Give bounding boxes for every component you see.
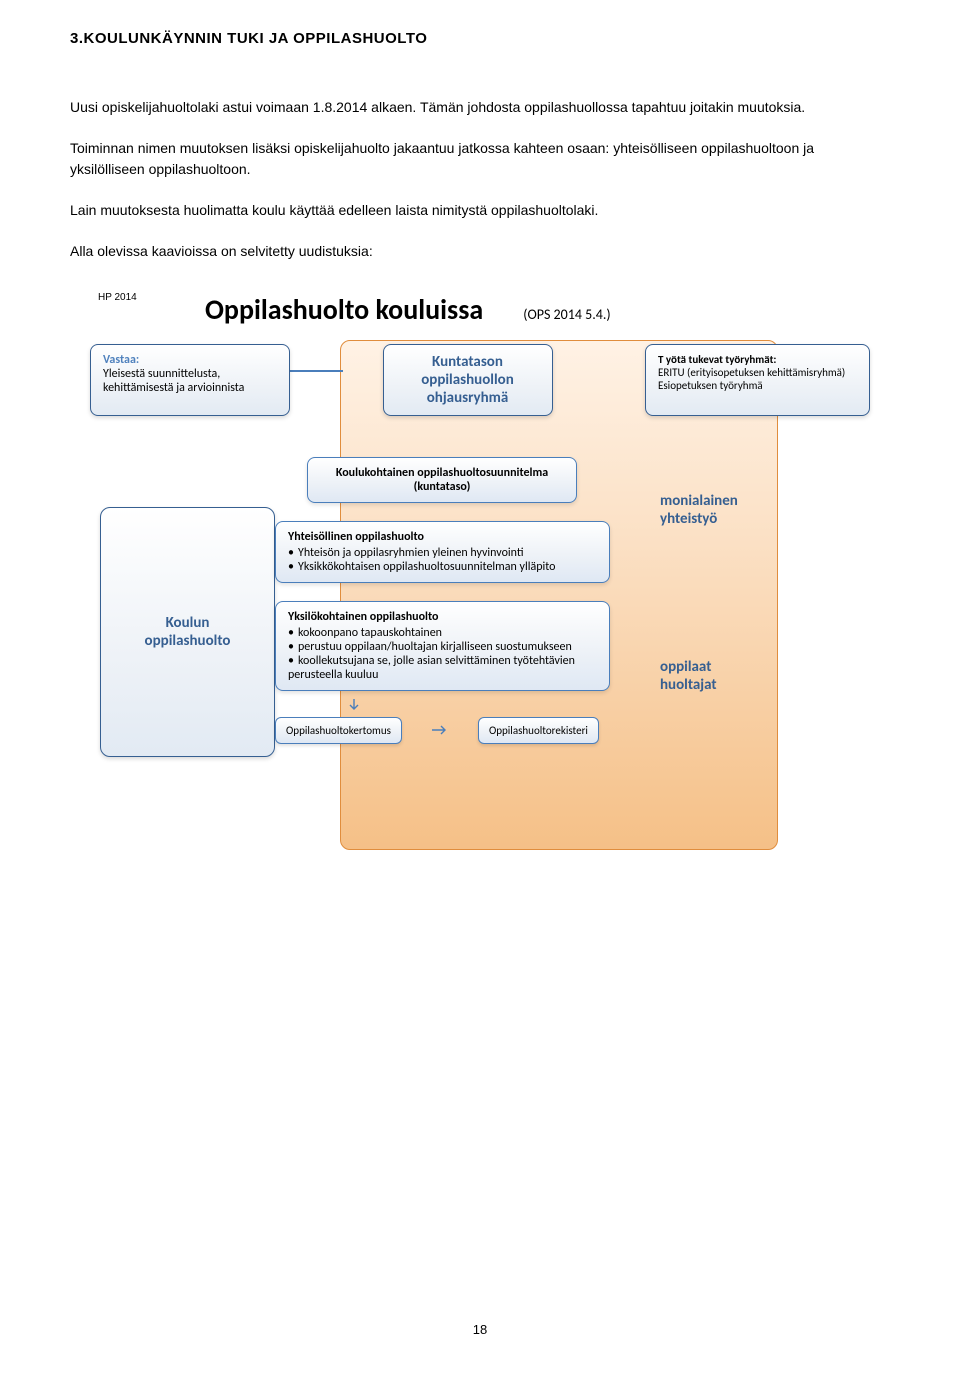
label-huoltajat: huoltajat — [660, 676, 738, 694]
label-yhteistyo: yhteistyö — [660, 510, 738, 528]
yhteisollinen-b1: Yhteisön ja oppilasryhmien yleinen hyvin… — [288, 546, 597, 560]
paragraph: Toiminnan nimen muutoksen lisäksi opiske… — [70, 138, 890, 180]
vastaa-node: Vastaa: Yleisestä suunnittelusta, kehitt… — [90, 344, 290, 416]
kuntataso-l2: oppilashuollon — [396, 371, 540, 389]
oppilaat-group: oppilaat huoltajat — [660, 658, 738, 694]
hp-tag: HP 2014 — [98, 292, 137, 303]
right-arrow-icon — [432, 723, 448, 735]
page-number: 18 — [70, 1322, 890, 1337]
kuntataso-l3: ohjausryhmä — [396, 389, 540, 407]
tyota-l2: Esiopetuksen työryhmä — [658, 379, 857, 392]
yksilokohtainen-node: Yksilökohtainen oppilashuolto kokoonpano… — [275, 601, 610, 691]
section-title: 3.KOULUNKÄYNNIN TUKI JA OPPILASHUOLTO — [70, 30, 890, 47]
koulukohtainen-l1: Koulukohtainen oppilashuoltosuunnitelma — [320, 466, 564, 480]
diagram-title-row: Oppilashuolto kouluissa (OPS 2014 5.4.) — [205, 292, 611, 327]
tyota-node: T yötä tukevat työryhmät: ERITU (erityis… — [645, 344, 870, 416]
tyota-label: T yötä tukevat työryhmät: — [658, 353, 857, 366]
kertomus-node: Oppilashuoltokertomus — [275, 717, 402, 744]
diagram: HP 2014 Oppilashuolto kouluissa (OPS 201… — [70, 292, 890, 932]
yksilokohtainen-head: Yksilökohtainen oppilashuolto — [288, 610, 597, 624]
vastaa-label: Vastaa: — [103, 353, 277, 367]
yksilokohtainen-b3: koollekutsujana se, jolle asian selvittä… — [288, 654, 597, 682]
kuntataso-node: Kuntatason oppilashuollon ohjausryhmä — [383, 344, 553, 416]
rekisteri-node: Oppilashuoltorekisteri — [478, 717, 599, 744]
paragraph: Alla olevissa kaavioissa on selvitetty u… — [70, 241, 890, 262]
yhteisollinen-head: Yhteisöllinen oppilashuolto — [288, 530, 597, 544]
koulun-node: Koulun oppilashuolto — [100, 507, 275, 757]
bottom-row: Oppilashuoltokertomus Oppilashuoltorekis… — [275, 717, 610, 744]
koulun-l2: oppilashuolto — [145, 632, 231, 650]
yhteisollinen-b2: Yksikkökohtaisen oppilashuoltosuunnitelm… — [288, 560, 597, 574]
diagram-title: Oppilashuolto kouluissa — [205, 292, 483, 327]
monialainen-group: monialainen yhteistyö — [660, 492, 738, 528]
down-arrow-icon — [347, 699, 361, 713]
inner-column: Koulukohtainen oppilashuoltosuunnitelma … — [275, 457, 610, 744]
koulukohtainen-node: Koulukohtainen oppilashuoltosuunnitelma … — [307, 457, 577, 503]
kuntataso-l1: Kuntatason — [396, 353, 540, 371]
ops-ref: (OPS 2014 5.4.) — [523, 306, 610, 323]
tyota-l1: ERITU (erityisopetuksen kehittämisryhmä) — [658, 366, 857, 379]
top-row: Vastaa: Yleisestä suunnittelusta, kehitt… — [90, 344, 870, 416]
yksilokohtainen-b1: kokoonpano tapauskohtainen — [288, 626, 597, 640]
label-oppilaat: oppilaat — [660, 658, 738, 676]
paragraph: Uusi opiskelijahuoltolaki astui voimaan … — [70, 97, 890, 118]
right-labels: monialainen yhteistyö oppilaat huoltajat — [660, 492, 738, 694]
label-monialainen: monialainen — [660, 492, 738, 510]
koulun-l1: Koulun — [145, 614, 231, 632]
yksilokohtainen-b2: perustuu oppilaan/huoltajan kirjalliseen… — [288, 640, 597, 654]
koulukohtainen-l2: (kuntataso) — [320, 480, 564, 494]
vastaa-text: Yleisestä suunnittelusta, kehittämisestä… — [103, 367, 277, 395]
paragraph: Lain muutoksesta huolimatta koulu käyttä… — [70, 200, 890, 221]
yhteisollinen-node: Yhteisöllinen oppilashuolto Yhteisön ja … — [275, 521, 610, 583]
